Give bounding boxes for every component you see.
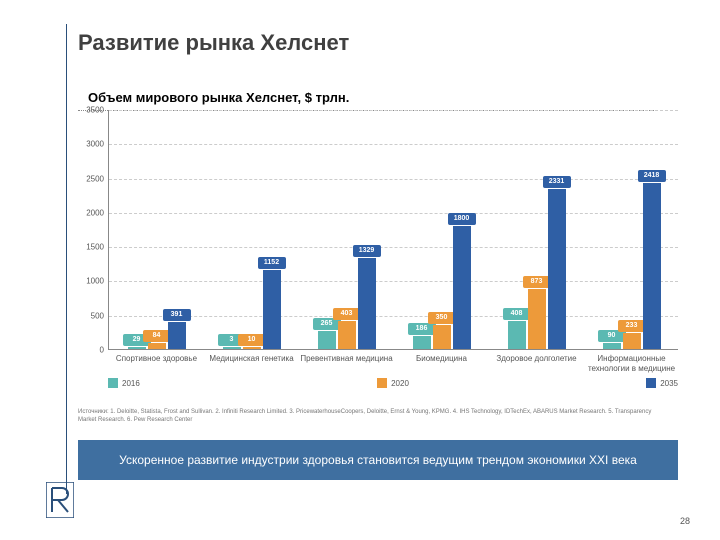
y-tick-label: 3500	[86, 106, 104, 115]
bar-group: 4088732331	[489, 189, 584, 349]
y-tick-label: 500	[91, 311, 104, 320]
bar: 2418	[643, 183, 661, 349]
legend-label: 2020	[391, 379, 409, 388]
legend-swatch	[108, 378, 118, 388]
y-axis: 0500100015002000250030003500	[78, 110, 108, 350]
bar-value-label: 2331	[543, 176, 571, 188]
bar: 873	[528, 289, 546, 349]
logo-icon	[46, 482, 74, 518]
category-label: Медицинская генетика	[204, 354, 299, 364]
bar-value-label: 1800	[448, 213, 476, 225]
bar: 408	[508, 321, 526, 349]
y-tick-label: 3000	[86, 140, 104, 149]
bar-value-label: 10	[238, 334, 266, 346]
bar: 403	[338, 321, 356, 349]
bar-group: 1863501800	[394, 226, 489, 349]
bar: 10	[243, 347, 261, 349]
bar: 391	[168, 322, 186, 349]
plot-area: 2984391Спортивное здоровье3101152Медицин…	[108, 110, 678, 350]
bar-group: 2984391	[109, 322, 204, 349]
bar: 233	[623, 333, 641, 349]
bar-group: 902332418	[584, 183, 679, 349]
bar-value-label: 350	[428, 312, 456, 324]
grid-line	[109, 110, 678, 111]
bar: 265	[318, 331, 336, 349]
vertical-divider	[66, 24, 67, 494]
y-tick-label: 1000	[86, 277, 104, 286]
bar-value-label: 233	[618, 320, 646, 332]
legend-swatch	[377, 378, 387, 388]
bar-value-label: 1329	[353, 245, 381, 257]
bar: 90	[603, 343, 621, 349]
bar-value-label: 2418	[638, 170, 666, 182]
category-label: Биомедицина	[394, 354, 489, 364]
bar-value-label: 186	[408, 323, 436, 335]
bar-value-label: 873	[523, 276, 551, 288]
legend-item: 2016	[108, 378, 140, 388]
bar: 29	[128, 347, 146, 349]
bar-chart: 0500100015002000250030003500 2984391Спор…	[78, 110, 678, 390]
grid-line	[109, 179, 678, 180]
legend-item: 2020	[377, 378, 409, 388]
bar: 2331	[548, 189, 566, 349]
bar: 1152	[263, 270, 281, 349]
bar-value-label: 408	[503, 308, 531, 320]
bar: 84	[148, 343, 166, 349]
bar: 3	[223, 347, 241, 349]
bar-value-label: 1152	[258, 257, 286, 269]
bar-group: 2654031329	[299, 258, 394, 349]
page-number: 28	[680, 516, 690, 526]
y-tick-label: 1500	[86, 243, 104, 252]
legend-label: 2035	[660, 379, 678, 388]
category-label: Спортивное здоровье	[109, 354, 204, 364]
bar: 350	[433, 325, 451, 349]
legend-label: 2016	[122, 379, 140, 388]
y-tick-label: 2000	[86, 208, 104, 217]
bar: 1800	[453, 226, 471, 349]
bar: 1329	[358, 258, 376, 349]
chart-title: Объем мирового рынка Хелснет, $ трлн.	[88, 90, 349, 105]
chart-legend: 2016 2020 2035	[108, 378, 678, 388]
bar-value-label: 403	[333, 308, 361, 320]
sources-text: Источники: 1. Deloitte, Statista, Frost …	[78, 408, 668, 424]
y-tick-label: 0	[100, 346, 104, 355]
category-label: Информационные технологии в медицине	[584, 354, 679, 374]
legend-swatch	[646, 378, 656, 388]
category-label: Здоровое долголетие	[489, 354, 584, 364]
y-tick-label: 2500	[86, 174, 104, 183]
bar-value-label: 391	[163, 309, 191, 321]
grid-line	[109, 144, 678, 145]
bar: 186	[413, 336, 431, 349]
legend-item: 2035	[646, 378, 678, 388]
category-label: Превентивная медицина	[299, 354, 394, 364]
slide-title: Развитие рынка Хелснет	[78, 30, 349, 56]
highlight-banner: Ускоренное развитие индустрии здоровья с…	[78, 440, 678, 480]
bar-group: 3101152	[204, 270, 299, 349]
bar-value-label: 84	[143, 330, 171, 342]
